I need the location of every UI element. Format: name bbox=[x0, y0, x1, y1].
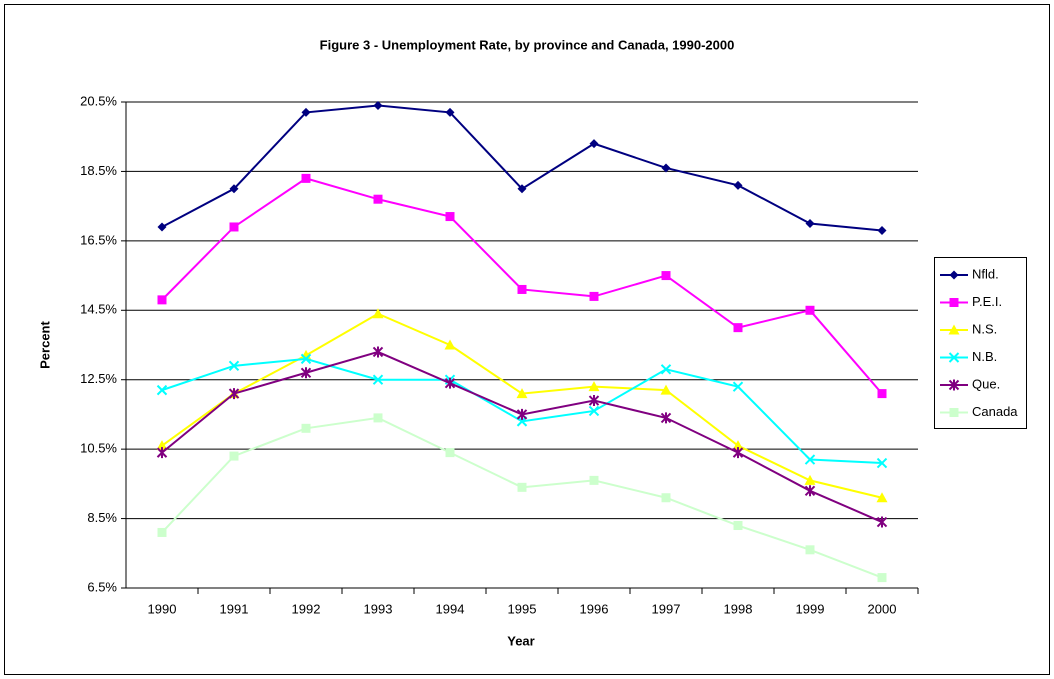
point bbox=[732, 447, 744, 459]
point bbox=[373, 413, 383, 423]
point bbox=[445, 212, 455, 222]
point bbox=[372, 308, 384, 319]
point bbox=[877, 573, 887, 583]
legend-marker bbox=[948, 379, 960, 391]
y-tick-label: 16.5% bbox=[80, 232, 117, 247]
x-tick-label: 1990 bbox=[148, 601, 177, 616]
point bbox=[804, 474, 816, 485]
point bbox=[517, 284, 527, 294]
y-tick-label: 6.5% bbox=[87, 579, 117, 594]
point bbox=[229, 184, 239, 194]
point bbox=[660, 384, 672, 395]
y-tick-label: 12.5% bbox=[80, 371, 117, 386]
y-axis-title: Percent bbox=[37, 320, 52, 368]
x-tick-label: 1993 bbox=[364, 601, 393, 616]
point bbox=[445, 448, 455, 458]
point bbox=[156, 447, 168, 459]
point bbox=[229, 222, 239, 232]
point bbox=[516, 388, 528, 399]
point bbox=[373, 194, 383, 204]
point bbox=[300, 367, 312, 379]
point bbox=[228, 388, 240, 400]
legend-label: P.E.I. bbox=[972, 294, 1002, 309]
point bbox=[661, 163, 671, 173]
chart-title: Figure 3 - Unemployment Rate, by provinc… bbox=[320, 37, 735, 52]
point bbox=[661, 271, 671, 281]
plot-area bbox=[126, 102, 918, 588]
point bbox=[804, 485, 816, 497]
legend-marker bbox=[949, 270, 959, 280]
point bbox=[517, 184, 527, 194]
point bbox=[588, 381, 600, 392]
x-tick-label: 1994 bbox=[436, 601, 465, 616]
point bbox=[228, 360, 240, 372]
y-tick-label: 18.5% bbox=[80, 163, 117, 178]
legend-marker bbox=[948, 324, 960, 335]
x-tick-label: 1997 bbox=[652, 601, 681, 616]
point bbox=[157, 222, 167, 232]
legend-marker bbox=[948, 352, 960, 363]
x-axis-title: Year bbox=[507, 633, 534, 648]
legend-marker bbox=[949, 298, 959, 307]
point bbox=[444, 377, 456, 389]
point bbox=[589, 291, 599, 301]
point bbox=[733, 521, 743, 531]
point bbox=[805, 545, 815, 555]
point bbox=[301, 173, 311, 183]
point bbox=[876, 492, 888, 503]
point bbox=[157, 295, 167, 305]
point bbox=[589, 139, 599, 149]
x-tick-label: 1995 bbox=[508, 601, 537, 616]
legend-label: N.S. bbox=[972, 321, 997, 336]
y-tick-label: 20.5% bbox=[80, 93, 117, 108]
point bbox=[229, 451, 239, 461]
legend-label: Canada bbox=[972, 404, 1018, 419]
point bbox=[877, 225, 887, 235]
x-tick-label: 2000 bbox=[868, 601, 897, 616]
y-tick-label: 8.5% bbox=[87, 510, 117, 525]
point bbox=[156, 384, 168, 396]
point bbox=[372, 374, 384, 385]
x-tick-label: 1991 bbox=[220, 601, 249, 616]
point bbox=[445, 107, 455, 117]
point bbox=[301, 423, 311, 433]
legend-label: Nfld. bbox=[972, 266, 999, 281]
point bbox=[300, 353, 312, 365]
point bbox=[301, 107, 311, 117]
point bbox=[876, 457, 888, 469]
point bbox=[372, 346, 384, 358]
point bbox=[589, 475, 599, 485]
point bbox=[157, 527, 167, 537]
point bbox=[805, 305, 815, 315]
y-tick-label: 14.5% bbox=[80, 302, 117, 317]
point bbox=[804, 454, 816, 465]
legend-label: Que. bbox=[972, 376, 1000, 391]
x-tick-label: 1996 bbox=[580, 601, 609, 616]
point bbox=[660, 412, 672, 424]
point bbox=[805, 219, 815, 228]
x-tick-label: 1992 bbox=[292, 601, 321, 616]
x-tick-label: 1998 bbox=[724, 601, 753, 616]
x-tick-label: 1999 bbox=[796, 601, 825, 616]
point bbox=[156, 440, 168, 451]
point bbox=[516, 408, 528, 420]
point bbox=[660, 364, 672, 375]
legend-label: N.B. bbox=[972, 349, 997, 364]
y-tick-label: 10.5% bbox=[80, 441, 117, 456]
legend-marker bbox=[949, 408, 959, 417]
point bbox=[732, 440, 744, 451]
point bbox=[517, 482, 527, 492]
point bbox=[588, 405, 600, 417]
point bbox=[876, 516, 888, 528]
point bbox=[661, 493, 671, 503]
point bbox=[444, 339, 456, 350]
point bbox=[732, 381, 744, 392]
point bbox=[733, 180, 743, 190]
point bbox=[373, 100, 383, 110]
legend-frame bbox=[934, 257, 1027, 429]
point bbox=[877, 389, 887, 399]
point bbox=[588, 395, 600, 407]
point bbox=[733, 323, 743, 333]
